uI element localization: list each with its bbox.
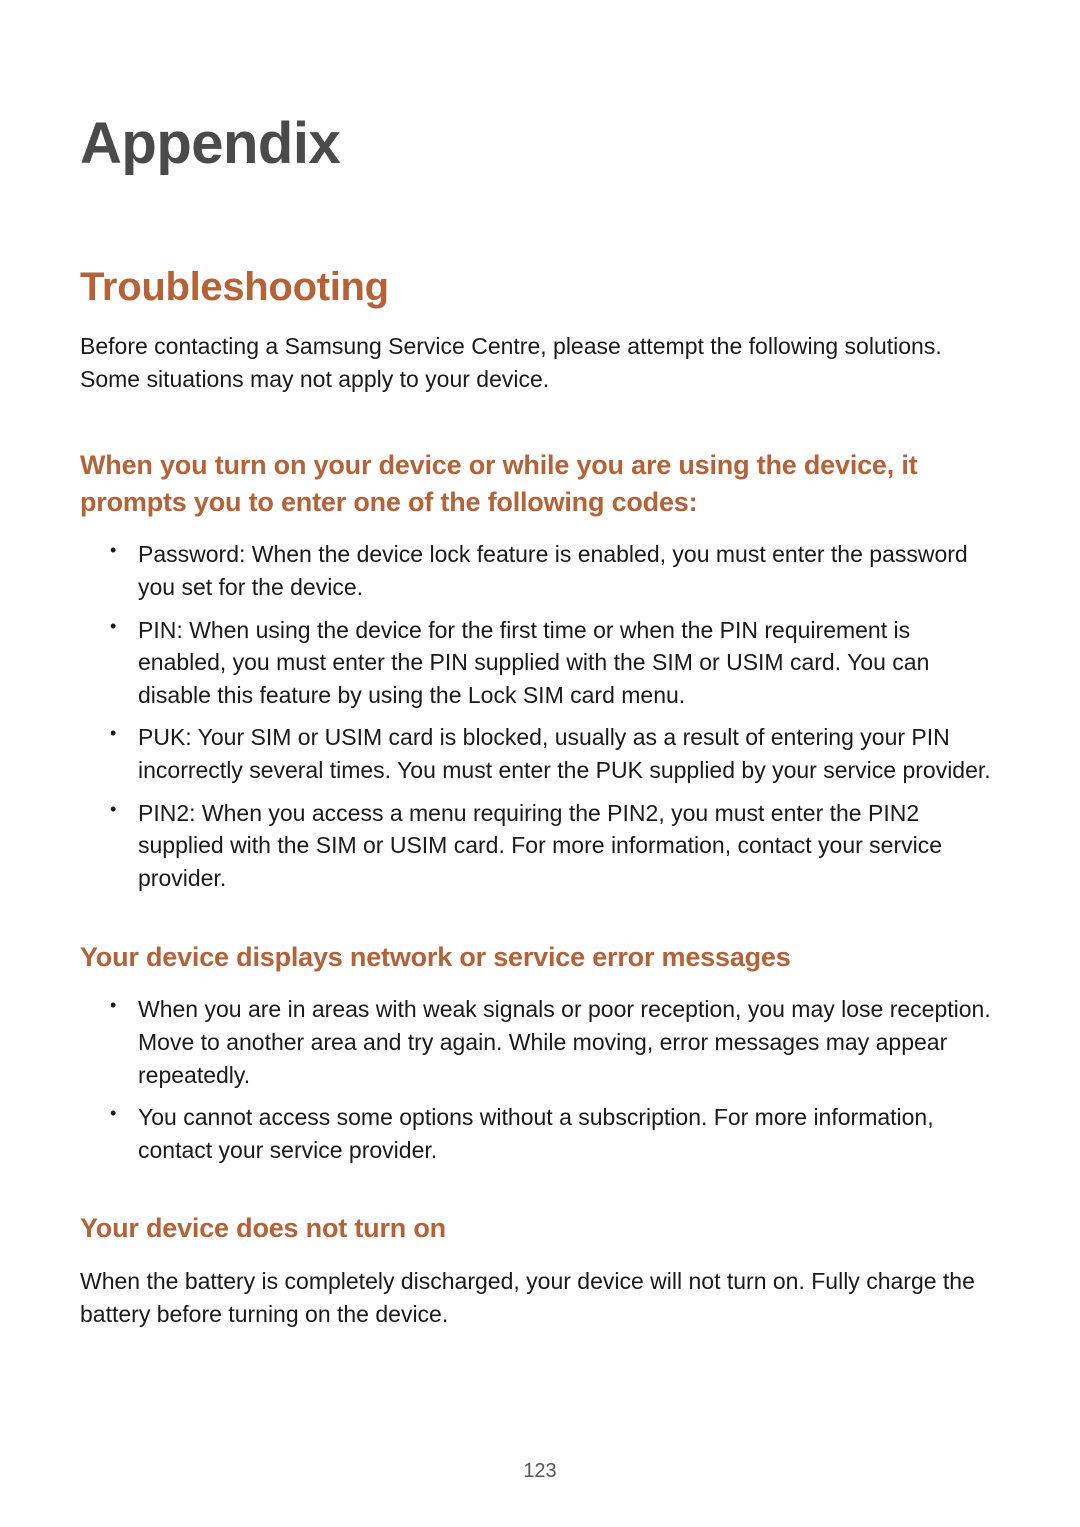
bullet-list-codes: Password: When the device lock feature i… [110,538,1000,895]
page-content: Appendix Troubleshooting Before contacti… [0,0,1080,1330]
subheading-no-turn-on: Your device does not turn on [80,1210,1000,1246]
bullet-list-network: When you are in areas with weak signals … [110,993,1000,1166]
subheading-network-error: Your device displays network or service … [80,939,1000,975]
list-item: You cannot access some options without a… [110,1101,1000,1166]
page-number: 123 [0,1460,1080,1483]
body-paragraph: When the battery is completely discharge… [80,1265,1000,1330]
subheading-codes: When you turn on your device or while yo… [80,447,1000,520]
list-item: PUK: Your SIM or USIM card is blocked, u… [110,721,1000,786]
list-item: PIN: When using the device for the first… [110,614,1000,712]
list-item: When you are in areas with weak signals … [110,993,1000,1091]
intro-paragraph: Before contacting a Samsung Service Cent… [80,330,1000,395]
section-heading-troubleshooting: Troubleshooting [80,265,1000,310]
list-item: PIN2: When you access a menu requiring t… [110,797,1000,895]
list-item: Password: When the device lock feature i… [110,538,1000,603]
page-title: Appendix [80,110,1000,177]
